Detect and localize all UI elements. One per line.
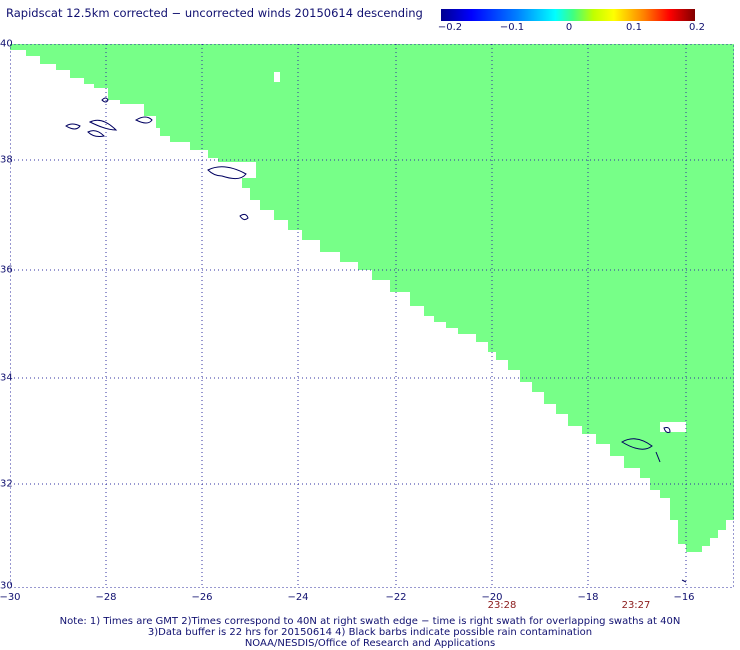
swath-gap xyxy=(660,422,686,432)
x-tick-label: −26 xyxy=(191,592,213,603)
swath-time-label: 23:27 xyxy=(621,600,651,611)
x-tick-label: −28 xyxy=(95,592,117,603)
colorbar-tick: −0.2 xyxy=(437,22,463,33)
y-tick-label: 30 xyxy=(0,580,13,592)
map-frame xyxy=(10,44,734,588)
map-title: Rapidscat 12.5km corrected − uncorrected… xyxy=(6,6,423,20)
y-tick-label: 34 xyxy=(0,372,13,384)
y-tick-label: 40 xyxy=(0,38,13,50)
x-tick-label: −20 xyxy=(481,592,503,603)
x-tick-label: −24 xyxy=(287,592,309,603)
swath-gap xyxy=(274,72,280,82)
note-line: Note: 1) Times are GMT 2)Times correspon… xyxy=(59,616,681,627)
wind-map xyxy=(10,44,734,588)
colorbar-tick: 0.1 xyxy=(626,22,642,33)
note-line: 3)Data buffer is 22 hrs for 20150614 4) … xyxy=(147,627,593,638)
x-tick-label: −18 xyxy=(577,592,599,603)
y-tick-label: 38 xyxy=(0,154,13,166)
color-scale-bar xyxy=(441,9,695,21)
swath-coverage-area xyxy=(10,44,734,552)
x-tick-label: −30 xyxy=(0,592,21,603)
y-tick-label: 32 xyxy=(0,478,13,490)
x-tick-label: −22 xyxy=(385,592,407,603)
colorbar-tick: 0 xyxy=(565,22,573,33)
coastline-madeira xyxy=(621,427,687,583)
note-line: NOAA/NESDIS/Office of Research and Appli… xyxy=(244,638,496,649)
x-tick-label: −16 xyxy=(673,592,695,603)
colorbar-tick: 0.2 xyxy=(689,22,705,33)
colorbar-tick: −0.1 xyxy=(499,22,525,33)
footnotes: Note: 1) Times are GMT 2)Times correspon… xyxy=(0,616,740,649)
swath-time-label: 23:28 xyxy=(487,600,517,611)
swath-gap xyxy=(210,162,256,178)
coastline-azores xyxy=(65,97,249,221)
grid-lines xyxy=(10,44,734,588)
y-tick-label: 36 xyxy=(0,264,13,276)
